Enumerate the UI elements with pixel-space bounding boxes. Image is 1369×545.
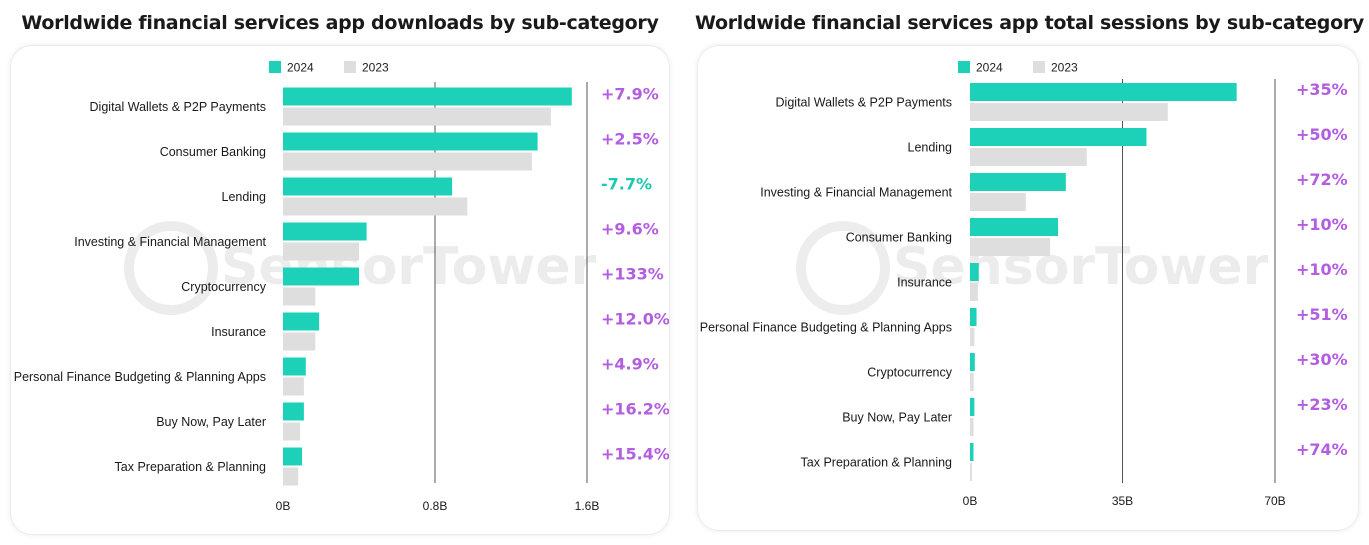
sessions-bar-2023 xyxy=(970,418,974,436)
sessions-legend-swatch-2024 xyxy=(958,61,970,73)
sessions-bar-2023 xyxy=(970,463,973,481)
downloads-category-label: Tax Preparation & Planning xyxy=(115,460,267,474)
downloads-category-label: Personal Finance Budgeting & Planning Ap… xyxy=(14,370,266,384)
downloads-bar-2023 xyxy=(283,467,299,486)
downloads-category-label: Insurance xyxy=(211,325,266,339)
downloads-bar-2023 xyxy=(283,152,532,171)
downloads-chart-title: Worldwide financial services app downloa… xyxy=(21,12,659,34)
downloads-change-label: +9.6% xyxy=(601,220,659,239)
sessions-bar-2024 xyxy=(970,443,974,461)
downloads-tick-label: 1.6B xyxy=(575,499,600,513)
sessions-bar-2024 xyxy=(970,173,1066,191)
sessions-bar-2023 xyxy=(970,103,1168,121)
sessions-change-label: +50% xyxy=(1296,125,1348,144)
downloads-tick-label: 0.8B xyxy=(423,499,448,513)
downloads-legend-label-2024: 2024 xyxy=(287,61,314,75)
downloads-category-label: Cryptocurrency xyxy=(181,280,266,294)
downloads-bar-chart: SensorTower 2024 2023 Digital Wallets & P2P… xyxy=(14,61,669,514)
sessions-legend-label-2023: 2023 xyxy=(1051,61,1078,75)
downloads-bar-2024 xyxy=(283,402,304,421)
sessions-tick-label: 35B xyxy=(1112,494,1133,508)
downloads-bar-2024 xyxy=(283,132,538,151)
sessions-bar-2024 xyxy=(970,353,975,371)
downloads-watermark-logo-icon xyxy=(124,221,218,315)
sessions-change-label: +51% xyxy=(1296,305,1348,324)
downloads-bar-2023 xyxy=(283,287,316,306)
downloads-change-label: +12.0% xyxy=(601,310,669,329)
downloads-bar-2023 xyxy=(283,107,551,126)
downloads-change-label: +4.9% xyxy=(601,355,659,374)
downloads-bar-2023 xyxy=(283,422,301,441)
sessions-tick-label: 70B xyxy=(1264,494,1285,508)
sessions-change-label: +10% xyxy=(1296,260,1348,279)
downloads-bar-2024 xyxy=(283,177,453,196)
downloads-legend-swatch-2024 xyxy=(269,61,281,73)
sessions-watermark-logo-icon xyxy=(796,221,890,315)
downloads-watermark-text: SensorTower xyxy=(221,237,597,297)
sessions-category-label: Lending xyxy=(908,141,953,155)
sessions-bar-2024 xyxy=(970,83,1237,101)
sessions-category-label: Insurance xyxy=(897,276,952,290)
sessions-bar-2023 xyxy=(970,328,975,346)
downloads-chart-card: SensorTower 2024 2023 Digital Wallets & P2P… xyxy=(10,45,670,535)
sessions-bar-2023 xyxy=(970,148,1087,166)
sessions-bar-2024 xyxy=(970,263,979,281)
downloads-bar-2024 xyxy=(283,87,572,106)
sessions-category-label: Buy Now, Pay Later xyxy=(842,411,952,425)
sessions-bar-2024 xyxy=(970,398,975,416)
downloads-bar-2024 xyxy=(283,447,302,466)
sessions-bar-2023 xyxy=(970,238,1051,256)
sessions-bar-2023 xyxy=(970,373,974,391)
sessions-chart-title: Worldwide financial services app total s… xyxy=(695,12,1365,34)
downloads-bar-2024 xyxy=(283,357,306,376)
downloads-category-label: Buy Now, Pay Later xyxy=(156,415,266,429)
sessions-bar-2024 xyxy=(970,218,1059,236)
sessions-chart-card: SensorTower 2024 2023 Digital Wallets & P2P… xyxy=(697,45,1359,531)
downloads-tick-label: 0B xyxy=(276,499,291,513)
sessions-category-label: Personal Finance Budgeting & Planning Ap… xyxy=(700,321,952,335)
downloads-change-label: +2.5% xyxy=(601,130,659,149)
sessions-legend-swatch-2023 xyxy=(1033,61,1045,73)
sessions-bar-2024 xyxy=(970,128,1147,146)
downloads-bar-2023 xyxy=(283,377,304,396)
sessions-bar-2023 xyxy=(970,193,1026,211)
downloads-change-label: -7.7% xyxy=(601,175,652,194)
downloads-bar-2023 xyxy=(283,197,468,216)
downloads-change-label: +133% xyxy=(601,265,664,284)
sessions-change-label: +23% xyxy=(1296,395,1348,414)
sessions-bar-chart: SensorTower 2024 2023 Digital Wallets & P2P… xyxy=(700,61,1348,509)
downloads-bar-2024 xyxy=(283,222,367,241)
sessions-category-label: Digital Wallets & P2P Payments xyxy=(776,96,952,110)
sessions-category-label: Investing & Financial Management xyxy=(760,186,952,200)
sessions-legend-label-2024: 2024 xyxy=(976,61,1003,75)
downloads-category-label: Lending xyxy=(222,190,267,204)
sessions-change-label: +72% xyxy=(1296,170,1348,189)
sessions-tick-label: 0B xyxy=(963,494,978,508)
downloads-category-label: Investing & Financial Management xyxy=(74,235,266,249)
sessions-category-label: Cryptocurrency xyxy=(867,366,952,380)
sessions-watermark: SensorTower xyxy=(796,221,1269,315)
downloads-bar-2024 xyxy=(283,312,320,331)
downloads-change-label: +7.9% xyxy=(601,85,659,104)
sessions-change-label: +30% xyxy=(1296,350,1348,369)
downloads-change-label: +16.2% xyxy=(601,400,669,419)
sessions-bar-2023 xyxy=(970,283,978,301)
sessions-bar-2024 xyxy=(970,308,977,326)
sessions-change-label: +74% xyxy=(1296,440,1348,459)
downloads-bar-2023 xyxy=(283,332,316,351)
downloads-legend-label-2023: 2023 xyxy=(362,61,389,75)
downloads-change-label: +15.4% xyxy=(601,445,669,464)
downloads-bar-2023 xyxy=(283,242,359,261)
downloads-legend-swatch-2023 xyxy=(344,61,356,73)
downloads-category-label: Consumer Banking xyxy=(160,145,266,159)
sessions-change-label: +35% xyxy=(1296,80,1348,99)
downloads-category-label: Digital Wallets & P2P Payments xyxy=(90,100,266,114)
downloads-bar-2024 xyxy=(283,267,359,286)
sessions-watermark-text: SensorTower xyxy=(893,237,1269,297)
sessions-category-label: Consumer Banking xyxy=(846,231,952,245)
sessions-change-label: +10% xyxy=(1296,215,1348,234)
sessions-category-label: Tax Preparation & Planning xyxy=(801,456,953,470)
